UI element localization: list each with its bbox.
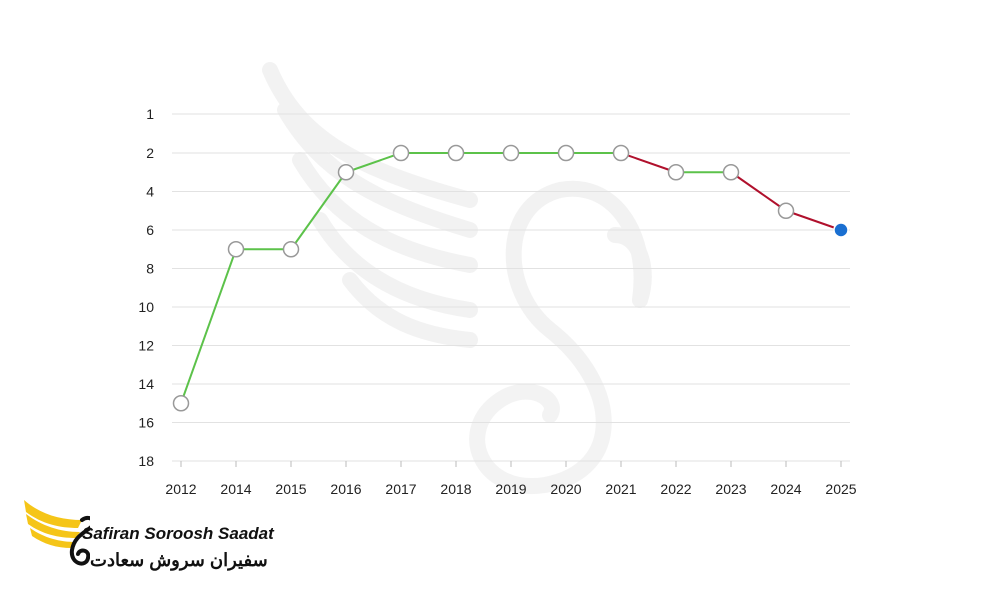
x-tick-label: 2014 xyxy=(220,481,251,497)
x-tick-label: 2015 xyxy=(275,481,306,497)
data-point xyxy=(722,164,740,181)
data-point xyxy=(392,144,410,162)
x-tick-label: 2025 xyxy=(825,481,856,497)
data-point xyxy=(557,144,575,162)
y-tick-label: 18 xyxy=(138,453,154,469)
x-tick-label: 2019 xyxy=(495,481,526,497)
x-tick-label: 2020 xyxy=(550,481,581,497)
series-line xyxy=(180,152,842,404)
y-tick-label: 4 xyxy=(146,184,154,200)
y-tick-label: 8 xyxy=(146,261,154,277)
data-point xyxy=(337,164,355,181)
data-point xyxy=(282,241,300,258)
y-tick-label: 16 xyxy=(138,415,154,431)
brand-name-en: Safiran Soroosh Saadat xyxy=(82,524,274,543)
current-point xyxy=(833,222,849,238)
swan-logo-icon xyxy=(24,500,90,566)
line-segment xyxy=(345,152,402,174)
x-axis-ticks: 2012 2014 2015 2016 2017 2018 2019 2020 2021 2022… xyxy=(165,461,857,497)
x-tick-label: 2017 xyxy=(385,481,416,497)
x-tick-label: 2016 xyxy=(330,481,361,497)
data-point xyxy=(172,395,190,412)
brand-name-fa: سفیران سروش سعادت xyxy=(90,550,268,570)
y-tick-label: 6 xyxy=(146,222,154,238)
y-tick-label: 2 xyxy=(146,145,154,161)
data-point xyxy=(502,144,520,162)
y-tick-label: 14 xyxy=(138,376,154,392)
x-tick-label: 2022 xyxy=(660,481,691,497)
y-tick-label: 12 xyxy=(138,338,154,354)
line-segment xyxy=(620,152,677,174)
x-tick-label: 2023 xyxy=(715,481,746,497)
x-tick-label: 2012 xyxy=(165,481,196,497)
series-points xyxy=(172,144,849,412)
data-point xyxy=(227,241,245,258)
swan-watermark xyxy=(262,62,652,495)
data-point xyxy=(777,202,795,219)
x-tick-label: 2021 xyxy=(605,481,636,497)
line-segment xyxy=(290,171,347,250)
brand-logo: Safiran Soroosh Saadat سفیران سروش سعادت xyxy=(20,494,300,584)
data-point xyxy=(667,164,685,181)
line-segment xyxy=(785,209,842,231)
x-tick-label: 2024 xyxy=(770,481,801,497)
data-point xyxy=(612,144,630,162)
line-segment xyxy=(180,248,237,404)
line-segment xyxy=(730,171,787,212)
x-tick-label: 2018 xyxy=(440,481,471,497)
y-tick-label: 1 xyxy=(146,106,154,122)
y-tick-label: 10 xyxy=(138,299,154,315)
data-point xyxy=(447,144,465,162)
grid xyxy=(172,113,850,462)
